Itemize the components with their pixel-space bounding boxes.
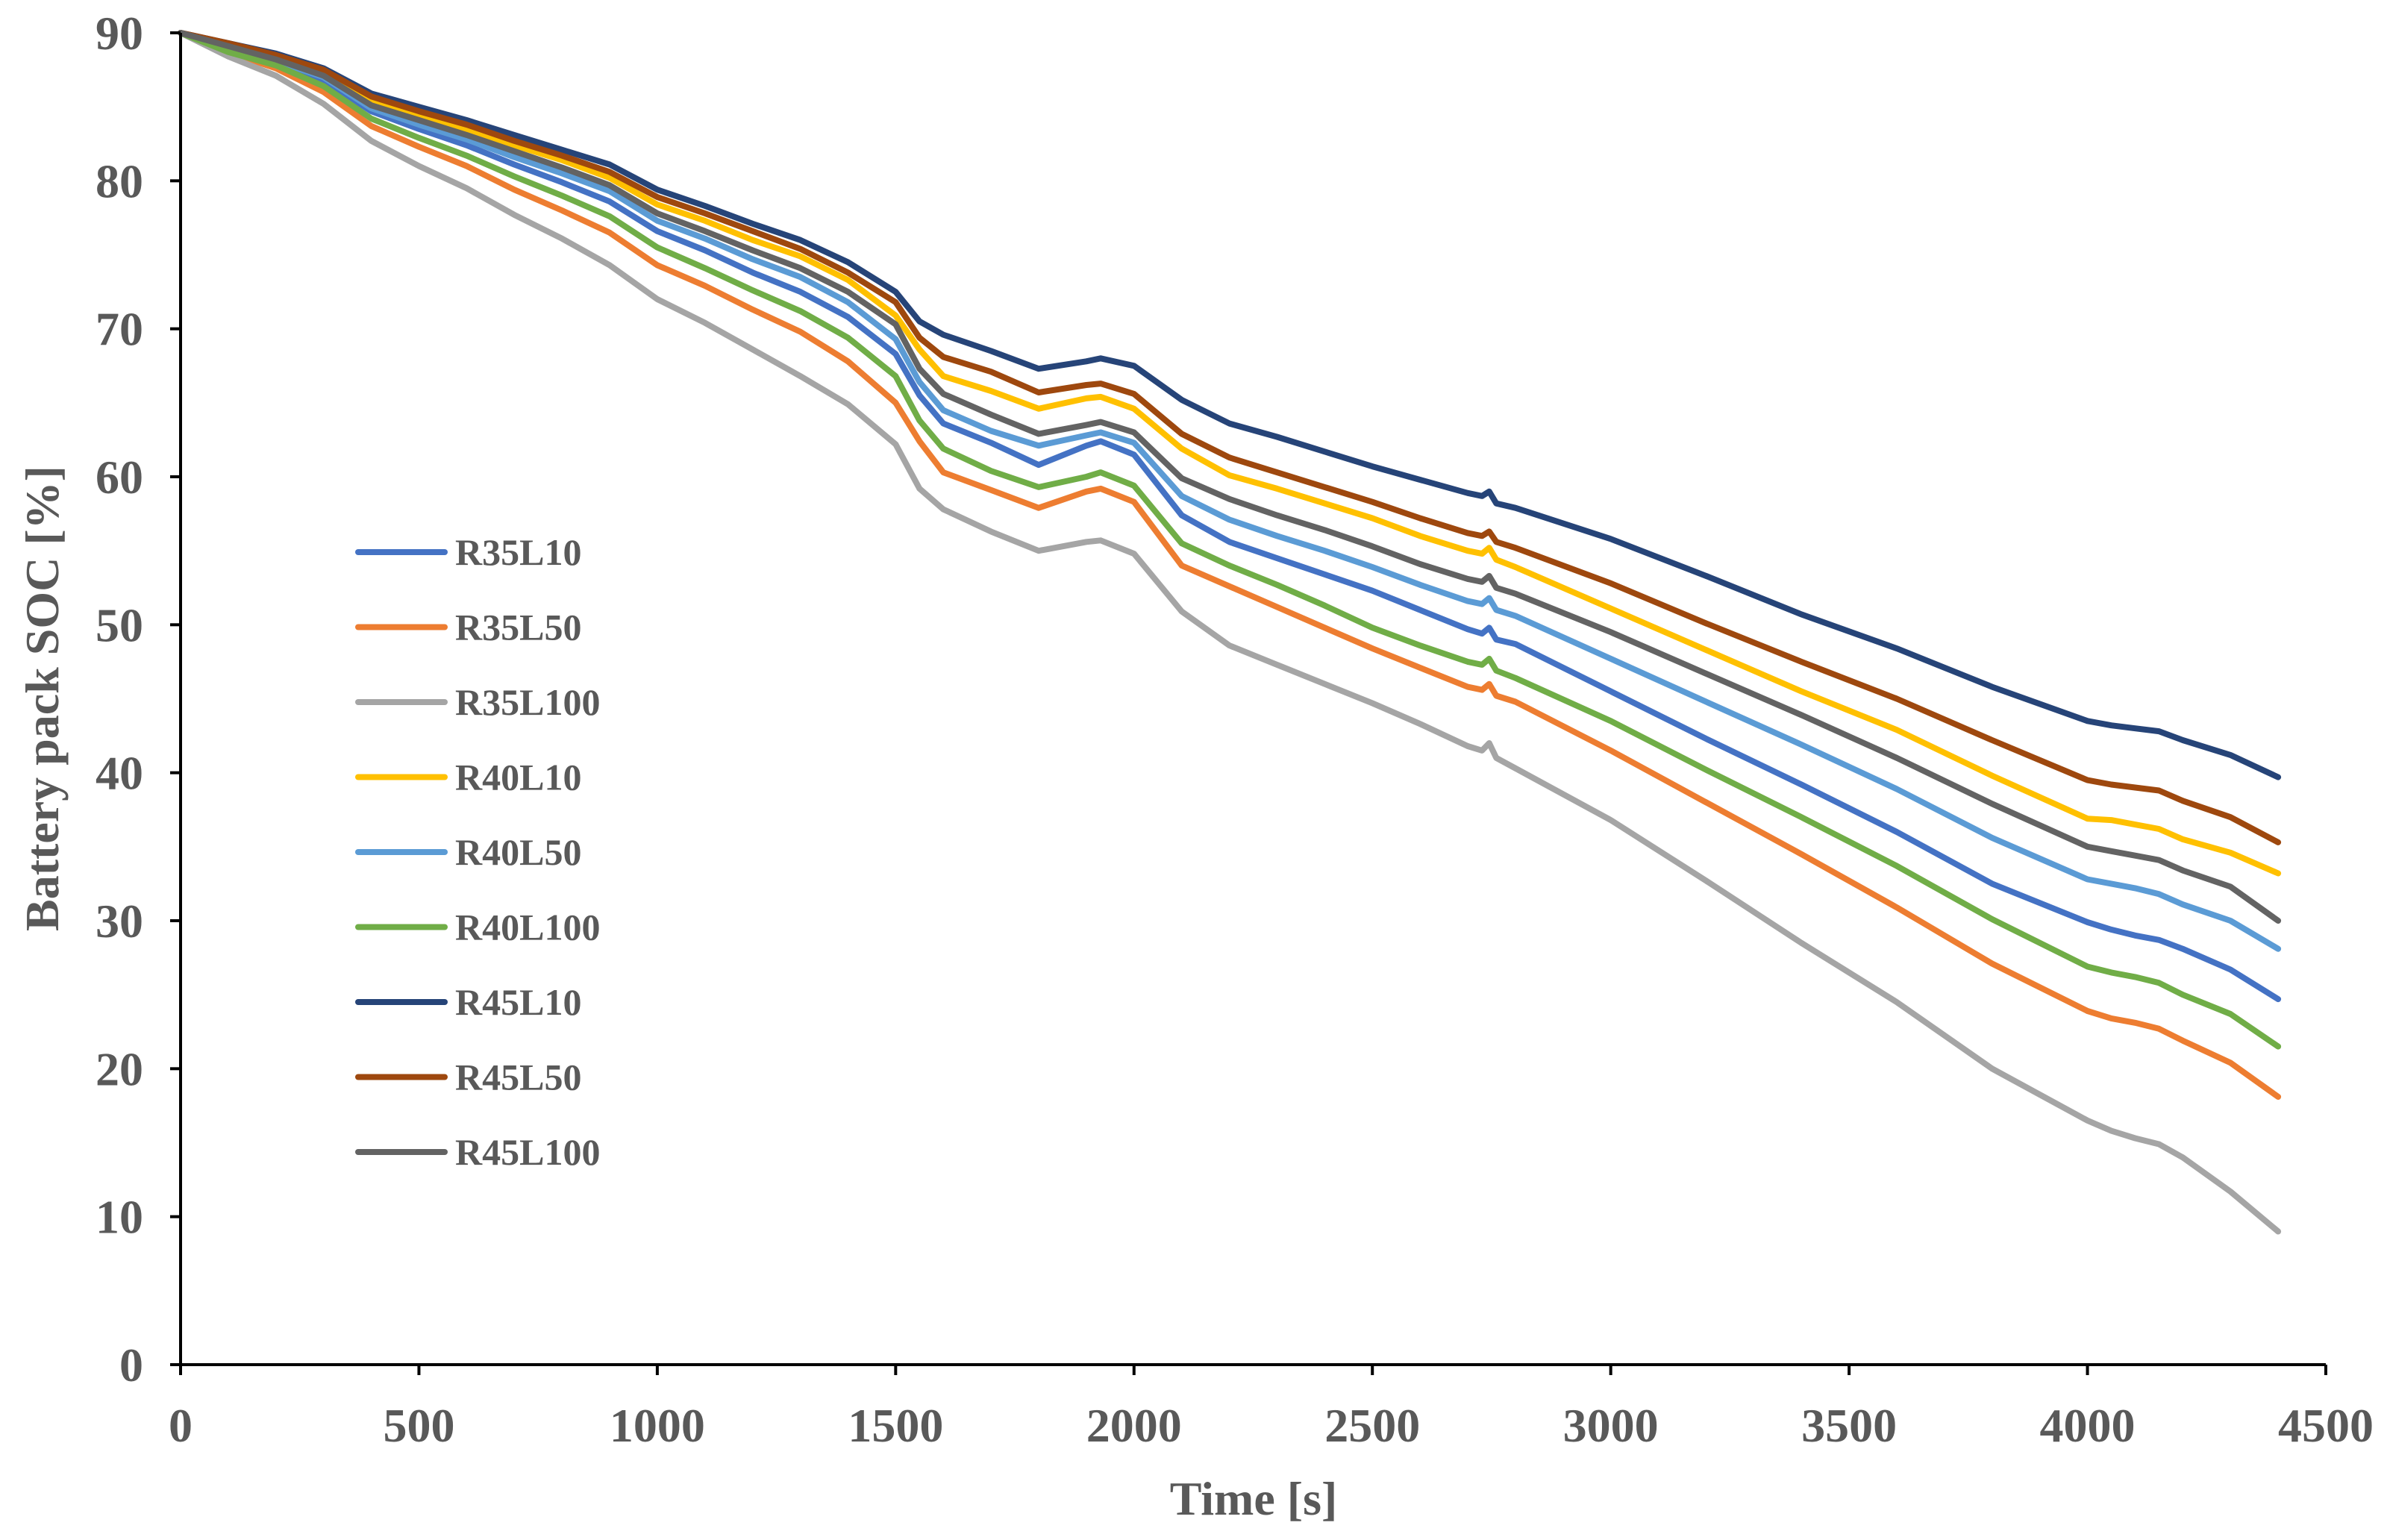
x-tick-label: 4000 [2040,1399,2136,1452]
x-tick-label: 0 [169,1399,193,1452]
x-tick-label: 1000 [610,1399,705,1452]
y-tick-label: 30 [96,895,143,948]
y-tick-label: 50 [96,598,143,651]
plot-lines [178,30,2282,1235]
y-axis-title: Battery pack SOC [%] [16,466,69,931]
legend-label: R40L100 [455,907,600,948]
x-axis-title: Time [s] [1170,1472,1338,1525]
y-tick-label: 60 [96,451,143,504]
legend-label: R35L50 [455,607,581,648]
series-line-r45l50 [178,30,2282,845]
axes [179,33,2326,1366]
series-line-r35l10 [178,30,2282,1003]
legend-label: R35L100 [455,681,600,723]
y-tick-label: 40 [96,747,143,800]
legend-item-r35l100: R35L100 [355,681,600,723]
y-tick-label: 70 [96,303,143,356]
x-tick-label: 4500 [2278,1399,2374,1452]
y-tick-label: 0 [119,1339,143,1392]
legend-item-r35l50: R35L50 [355,607,581,648]
legend-label: R40L10 [455,757,581,798]
x-tick-label: 2500 [1324,1399,1420,1452]
series-line-r45l100 [178,30,2282,924]
legend-label: R35L10 [455,531,581,573]
series-line-r35l50 [178,30,2282,1100]
x-tick-label: 2000 [1086,1399,1182,1452]
legend-label: R45L100 [455,1131,600,1173]
legend-item-r35l10: R35L10 [355,531,581,573]
y-ticks: 0 10 20 30 40 50 60 70 80 90 [96,7,181,1392]
x-tick-label: 1500 [848,1399,943,1452]
legend-item-r40l50: R40L50 [355,831,581,873]
legend-label: R45L50 [455,1057,581,1098]
y-tick-label: 90 [96,7,143,60]
y-tick-label: 10 [96,1191,143,1244]
y-tick-label: 20 [96,1042,143,1095]
series-line-r45l10 [178,30,2282,780]
series-line-r40l100 [178,30,2282,1050]
series-line-r35l100 [178,30,2282,1235]
legend-label: R40L50 [455,831,581,873]
x-ticks: 0 500 1000 1500 2000 2500 3000 3500 4000 4500 [169,1365,2374,1452]
legend: R35L10 R35L50 R35L100 R40L10 R40L50 R40L100 R4… [355,531,600,1173]
legend-item-r45l10: R45L10 [355,981,581,1023]
y-tick-label: 80 [96,154,143,207]
x-tick-label: 3000 [1563,1399,1659,1452]
series-line-r40l50 [178,30,2282,952]
x-tick-label: 3500 [1801,1399,1897,1452]
legend-item-r40l10: R40L10 [355,757,581,798]
x-tick-label: 500 [383,1399,454,1452]
legend-item-r40l100: R40L100 [355,907,600,948]
legend-label: R45L10 [455,981,581,1023]
legend-item-r45l50: R45L50 [355,1057,581,1098]
series-line-r40l10 [178,30,2282,877]
legend-item-r45l100: R45L100 [355,1131,600,1173]
